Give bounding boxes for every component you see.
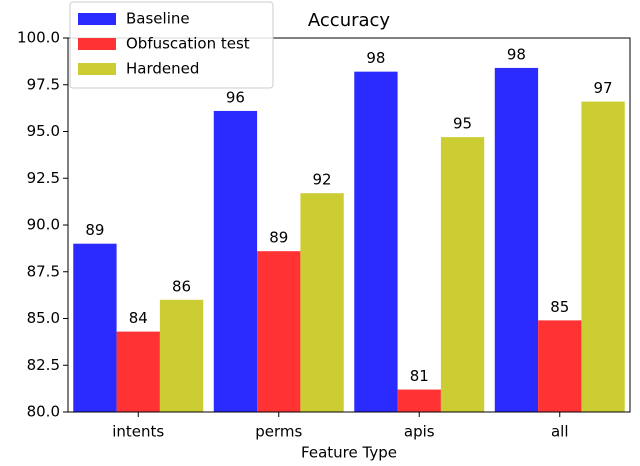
y-tick-label: 85.0	[27, 309, 60, 327]
bar	[257, 251, 301, 412]
bar	[300, 193, 344, 412]
bar	[538, 320, 582, 412]
x-tick-label: apis	[404, 423, 435, 441]
bar	[494, 67, 539, 413]
bar	[73, 243, 117, 412]
bar	[354, 71, 398, 412]
y-tick-label: 92.5	[27, 169, 60, 187]
bar	[159, 299, 204, 412]
y-tick-label: 90.0	[27, 216, 60, 234]
value-label: 89	[85, 221, 104, 239]
value-label: 95	[453, 115, 472, 133]
y-tick-label: 95.0	[27, 122, 60, 140]
legend-swatch	[78, 13, 116, 25]
value-label: 81	[410, 367, 429, 385]
legend-swatch	[78, 38, 116, 50]
value-label: 85	[550, 298, 569, 316]
y-tick-label: 80.0	[27, 403, 60, 421]
value-label: 96	[226, 88, 245, 106]
x-tick-label: perms	[255, 423, 302, 441]
bar	[213, 110, 258, 413]
value-label: 89	[269, 229, 288, 247]
bar	[581, 101, 625, 412]
y-tick-label: 87.5	[27, 262, 60, 280]
value-label: 98	[366, 49, 385, 67]
plot-frame	[67, 37, 631, 413]
chart-title: Accuracy	[308, 10, 391, 31]
legend-label: Obfuscation test	[126, 35, 250, 53]
bar	[440, 137, 485, 413]
x-axis-label: Feature Type	[301, 444, 397, 462]
legend-box	[69, 1, 274, 89]
y-tick-label: 97.5	[27, 75, 60, 93]
x-tick-label: all	[551, 423, 569, 441]
value-label: 84	[129, 309, 148, 327]
y-tick-label: 82.5	[27, 356, 60, 374]
value-label: 86	[172, 277, 191, 295]
y-tick-label: 100.0	[17, 29, 60, 47]
x-tick-label: intents	[112, 423, 164, 441]
bar	[397, 389, 441, 412]
value-label: 92	[313, 171, 332, 189]
legend-label: Hardened	[126, 60, 199, 78]
bar	[116, 331, 160, 412]
legend-label: Baseline	[126, 10, 190, 28]
value-label: 98	[507, 45, 526, 63]
legend-swatch	[78, 63, 116, 75]
value-label: 97	[594, 79, 613, 97]
